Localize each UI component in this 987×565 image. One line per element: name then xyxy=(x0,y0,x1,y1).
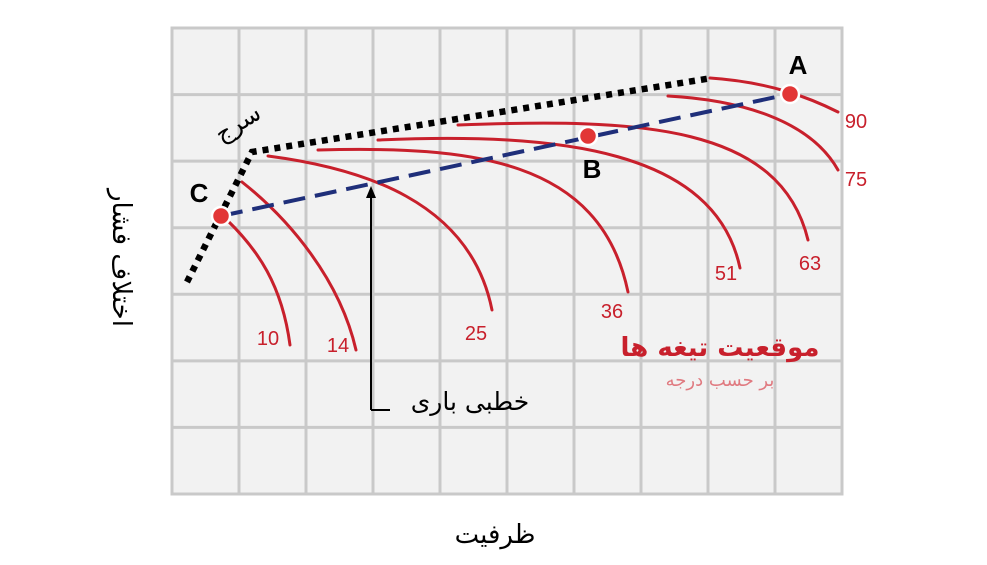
curve-label-10: 10 xyxy=(257,328,279,350)
grid xyxy=(170,26,844,496)
curve-14-degrees xyxy=(240,180,358,352)
curve-36-degrees xyxy=(316,147,630,294)
curve-63-degrees xyxy=(456,121,810,242)
load-line-arrowhead xyxy=(366,186,376,198)
curve-25-degrees xyxy=(266,154,494,312)
curve-label-90: 90 xyxy=(845,111,867,133)
curve-label-14: 14 xyxy=(327,335,349,357)
curve-label-36: 36 xyxy=(601,301,623,323)
point-a xyxy=(779,83,801,105)
operating-lines xyxy=(184,74,791,411)
curve-label-75: 75 xyxy=(845,169,867,191)
legend-title: موقعیت تیغه ها xyxy=(621,333,820,363)
point-b xyxy=(577,125,599,147)
system-load-line xyxy=(220,92,791,218)
point-label-a: A xyxy=(789,50,808,80)
blade-position-curves xyxy=(225,76,840,352)
point-label-b: B xyxy=(583,154,602,184)
point-label-c: C xyxy=(190,178,209,208)
curve-label-51: 51 xyxy=(715,263,737,285)
x-axis-label: ظرفیت xyxy=(455,520,536,550)
curve-51-degrees xyxy=(376,136,742,270)
operating-points xyxy=(210,83,801,227)
point-c xyxy=(210,205,232,227)
curve-75-degrees xyxy=(666,94,840,172)
legend-subtitle: بر حسب درجه xyxy=(666,370,775,391)
load-line-label: خطبی باری xyxy=(411,387,530,416)
y-axis-label: اختلاف فشار xyxy=(106,187,136,327)
surge-line xyxy=(184,74,713,284)
curve-10-degrees xyxy=(225,218,292,347)
curve-label-25: 25 xyxy=(465,323,487,345)
curve-label-63: 63 xyxy=(799,253,821,275)
